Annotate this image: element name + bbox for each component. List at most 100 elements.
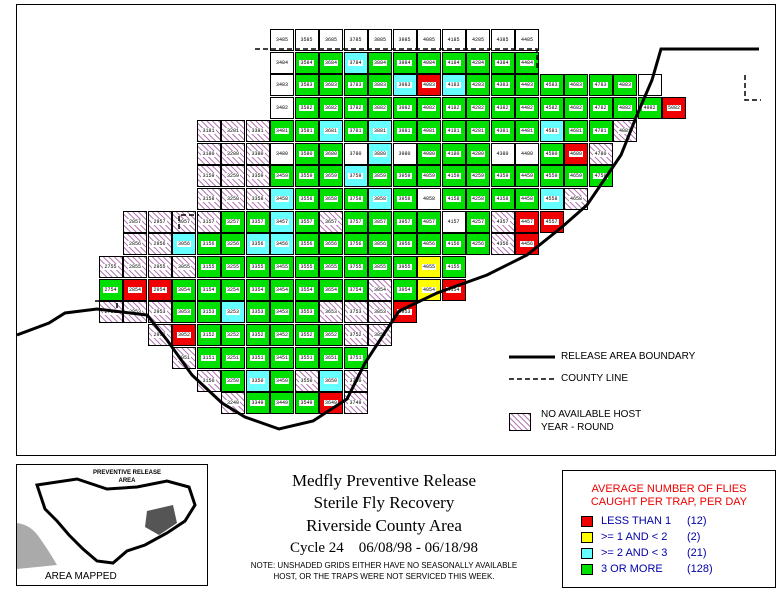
grid-cell-label: 4485 xyxy=(519,37,534,43)
grid-cell: 4056 xyxy=(417,233,441,256)
grid-cell-label: 4058 xyxy=(421,195,436,202)
grid-cell: 3453 xyxy=(270,301,294,324)
grid-cell: 3852 xyxy=(368,324,392,347)
grid-cell-label: 4580 xyxy=(544,150,559,157)
grid-cell: 4258 xyxy=(466,187,490,210)
grid-cell-label: 3684 xyxy=(323,59,338,66)
grid-cell-label: 3784 xyxy=(348,59,363,66)
grid-cell: 3655 xyxy=(319,256,343,278)
grid-cell: 3481 xyxy=(270,119,294,142)
grid-cell: 4582 xyxy=(539,97,564,120)
grid-cell-label: 3450 xyxy=(274,377,289,384)
grid-cell-label: 3858 xyxy=(372,195,387,202)
grid-cell-label: 3652 xyxy=(323,332,338,339)
grid-cell-label: 3356 xyxy=(250,241,265,248)
grid-cell-label: 3354 xyxy=(250,286,265,293)
grid-cell-label: 4158 xyxy=(446,195,461,202)
grid-cell: 3983 xyxy=(392,74,417,97)
grid-cell-label: 2954 xyxy=(152,286,167,293)
grid-cell: 3980 xyxy=(392,142,417,165)
grid-cell: 3684 xyxy=(319,51,343,74)
grid-cell: 3280 xyxy=(221,142,245,165)
grid-cell-label: 3581 xyxy=(299,127,314,134)
grid-cell-label: 4582 xyxy=(544,105,559,112)
grid-cell: 3657 xyxy=(319,210,343,233)
grid-cell: 3380 xyxy=(245,142,270,165)
grid-cell: 4485 xyxy=(515,29,539,51)
grid-cell: 3355 xyxy=(245,256,270,278)
title-line-3: Riverside County Area xyxy=(306,516,462,535)
grid-cell-label: 3759 xyxy=(348,173,363,180)
grid-cell: 3354 xyxy=(245,278,270,301)
grid-cell: 4782 xyxy=(588,97,613,120)
grid-cell-label: 3985 xyxy=(397,37,412,43)
grid-cell: 3357 xyxy=(245,210,270,233)
grid-cell-label: 3882 xyxy=(372,105,387,112)
grid-cell: 4082 xyxy=(417,97,441,120)
grid-cell-label: 3555 xyxy=(299,264,314,270)
grid-cell: 3680 xyxy=(319,142,343,165)
grid-cell: 2755 xyxy=(98,256,123,278)
grid-cell: 3750 xyxy=(343,369,368,392)
grid-cell: 4059 xyxy=(417,165,441,188)
grid-cell-label: 3654 xyxy=(323,286,338,293)
grid-cell-label: 3481 xyxy=(274,127,289,134)
grid-cell: 4081 xyxy=(417,119,441,142)
grid-cell: 3554 xyxy=(294,278,319,301)
grid-cell-label: 3052 xyxy=(176,332,191,339)
grid-cell: 2754 xyxy=(98,278,123,301)
grid-cell: 3757 xyxy=(343,210,368,233)
grid-cell-label: 3153 xyxy=(201,309,216,316)
grid-cell: 4558 xyxy=(539,187,564,210)
grid-cell-label: 4583 xyxy=(544,82,559,89)
grid-cell-label: 4559 xyxy=(544,173,559,180)
legend-count-1: (12) xyxy=(687,515,707,527)
legend-label-2: >= 1 AND < 2 xyxy=(601,531,668,543)
grid-cell: 3758 xyxy=(343,187,368,210)
grid-cell: 3249 xyxy=(221,392,245,415)
grid-cell: 3151 xyxy=(196,346,221,369)
grid-cell: 3051 xyxy=(172,346,196,369)
grid-cell-label: 3259 xyxy=(225,173,240,180)
grid-cell-label: 3982 xyxy=(397,105,412,112)
grid-cell: 4680 xyxy=(564,142,588,165)
grid-cell-label: 3656 xyxy=(323,241,338,248)
grid-cell-label: 3649 xyxy=(323,400,338,407)
grid-cell-label: 3552 xyxy=(299,332,314,339)
legend-label-3: >= 2 AND < 3 xyxy=(601,547,668,559)
grid-cell: 3454 xyxy=(270,278,294,301)
grid-cell-label: 3782 xyxy=(348,105,363,112)
grid-cell-label: 4257 xyxy=(470,218,485,225)
legend-row-4: 3 OR MORE (128) xyxy=(581,563,713,576)
grid-cell: 2952 xyxy=(147,324,172,347)
grid-cell: 3582 xyxy=(294,97,319,120)
grid-cell: 3955 xyxy=(392,256,417,278)
grid-cell-label: 3249 xyxy=(225,400,240,407)
grid-cell-label: 3959 xyxy=(397,173,412,180)
grid-cell: 4357 xyxy=(490,210,515,233)
grid-cell-label: 4783 xyxy=(593,82,608,89)
legend-swatch-yellow xyxy=(581,531,593,543)
grid-cell-label: 3855 xyxy=(372,264,387,270)
grid-cell: 3856 xyxy=(368,233,392,256)
legend-swatch-red xyxy=(581,515,593,527)
grid-cell-label: 3983 xyxy=(397,82,412,89)
cycle-dates: 06/08/98 - 06/18/98 xyxy=(358,540,478,556)
grid-cell: 4058 xyxy=(417,187,441,210)
grid-cell-label: 3881 xyxy=(372,127,387,134)
grid-cell: 3650 xyxy=(319,369,343,392)
grid-cell-label: 3257 xyxy=(225,218,240,225)
grid-cell: 3152 xyxy=(196,324,221,347)
grid-cell-label: 4282 xyxy=(470,105,485,112)
grid-cell-label: 4084 xyxy=(421,59,436,66)
grid-cell-label: 4483 xyxy=(519,82,534,89)
grid-cell-label: 3350 xyxy=(250,377,265,384)
grid-cell-label: 3151 xyxy=(201,354,216,361)
grid-cell: 3958 xyxy=(392,187,417,210)
inset-region-outline xyxy=(35,477,197,565)
grid-cell: 4180 xyxy=(441,142,466,165)
legend-nohost-label-1: NO AVAILABLE HOST xyxy=(541,409,642,420)
grid-cell: 3452 xyxy=(270,324,294,347)
grid-cell: 4483 xyxy=(515,74,539,97)
grid-cell-label: 3580 xyxy=(299,150,314,157)
